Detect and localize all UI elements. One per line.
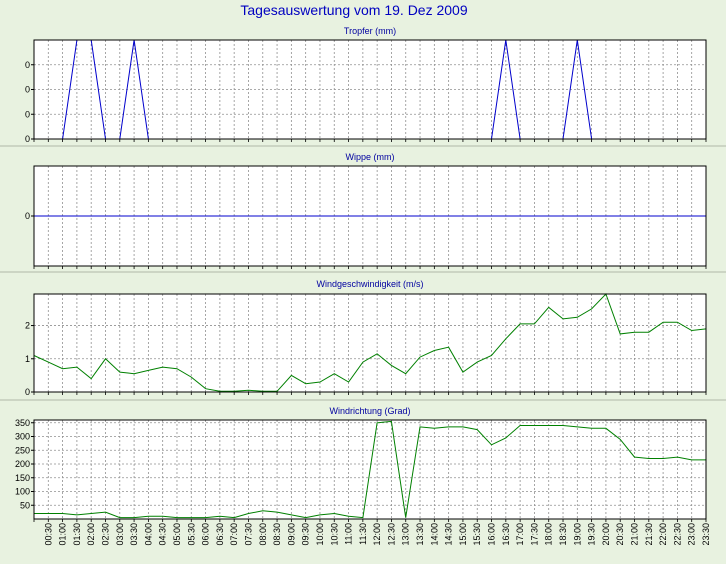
x-tick-label: 18:00 <box>544 523 554 546</box>
x-tick-label: 07:30 <box>244 523 254 546</box>
x-tick-label: 09:30 <box>301 523 311 546</box>
x-tick-label: 06:30 <box>215 523 225 546</box>
x-tick-label: 08:30 <box>272 523 282 546</box>
x-tick-label: 03:30 <box>129 523 139 546</box>
panel-title: Windrichtung (Grad) <box>329 406 410 416</box>
plot-border <box>33 293 707 393</box>
x-tick-label: 05:30 <box>186 523 196 546</box>
main-title: Tagesauswertung vom 19. Dez 2009 <box>240 2 467 18</box>
x-tick-label: 05:00 <box>172 523 182 546</box>
y-tick-label: 150 <box>15 473 30 483</box>
x-tick-label: 20:00 <box>601 523 611 546</box>
plot-area <box>34 294 706 392</box>
plot-border <box>33 165 707 267</box>
x-tick-label: 11:00 <box>344 523 354 545</box>
y-tick-label: 100 <box>15 487 30 497</box>
x-tick-label: 10:00 <box>315 523 325 546</box>
series-line <box>34 420 706 519</box>
x-tick-label: 10:30 <box>329 523 339 546</box>
x-tick-label: 19:30 <box>587 523 597 546</box>
time-axis: 00:30 01:00 01:30 02:00 02:30 03:00 03:30 04:00… <box>43 523 711 546</box>
x-tick-label: 19:00 <box>572 523 582 546</box>
x-tick-label: 16:00 <box>487 523 497 546</box>
x-tick-label: 03:00 <box>115 523 125 546</box>
x-tick-label: 18:30 <box>558 523 568 546</box>
chart-panel-3: Windgeschwindigkeit (m/s) 0 1 2 <box>0 279 726 401</box>
x-tick-label: 06:00 <box>201 523 211 546</box>
x-tick-label: 13:30 <box>415 523 425 546</box>
x-tick-label: 00:30 <box>43 523 53 546</box>
y-tick-label: 1 <box>25 354 30 364</box>
x-tick-label: 17:30 <box>529 523 539 546</box>
x-tick-label: 07:00 <box>229 523 239 546</box>
x-tick-label: 01:00 <box>58 523 68 546</box>
series-line <box>33 293 707 392</box>
x-tick-label: 08:00 <box>258 523 268 546</box>
x-tick-label: 04:30 <box>158 523 168 546</box>
y-tick-label: 50 <box>20 500 30 510</box>
x-tick-label: 09:00 <box>286 523 296 546</box>
x-tick-label: 11:30 <box>358 523 368 545</box>
x-tick-label: 16:30 <box>501 523 511 546</box>
x-tick-label: 13:00 <box>401 523 411 546</box>
x-tick-label: 14:00 <box>429 523 439 546</box>
plot-border <box>33 419 707 520</box>
x-tick-label: 15:30 <box>472 523 482 546</box>
chart-panel-2: Wippe (mm) 0 <box>0 152 726 273</box>
panel-title: Wippe (mm) <box>346 152 395 162</box>
x-tick-label: 04:00 <box>143 523 153 546</box>
x-tick-label: 21:00 <box>630 523 640 546</box>
x-tick-label: 22:30 <box>672 523 682 546</box>
y-tick-label: 0 <box>25 60 30 70</box>
x-tick-label: 21:30 <box>644 523 654 546</box>
x-tick-label: 17:00 <box>515 523 525 546</box>
panel-title: Windgeschwindigkeit (m/s) <box>316 279 423 289</box>
x-tick-label: 23:30 <box>701 523 711 546</box>
x-tick-label: 02:30 <box>101 523 111 546</box>
y-tick-label: 0 <box>25 85 30 95</box>
y-tick-label: 350 <box>15 418 30 428</box>
panel-title: Tropfer (mm) <box>344 26 396 36</box>
chart-panel-4: Windrichtung (Grad) 50 100 150 200 250 300 350 <box>15 406 707 522</box>
y-tick-label: 200 <box>15 459 30 469</box>
x-tick-label: 15:00 <box>458 523 468 546</box>
y-tick-label: 300 <box>15 432 30 442</box>
y-tick-label: 0 <box>25 134 30 144</box>
plot-border <box>33 39 707 140</box>
x-tick-label: 22:00 <box>658 523 668 546</box>
y-tick-label: 2 <box>25 321 30 331</box>
x-tick-label: 23:00 <box>687 523 697 546</box>
x-tick-label: 14:30 <box>444 523 454 546</box>
y-tick-label: 0 <box>25 211 30 221</box>
x-tick-label: 02:00 <box>86 523 96 546</box>
x-tick-label: 01:30 <box>72 523 82 546</box>
y-tick-label: 0 <box>25 387 30 397</box>
y-tick-label: 0 <box>25 109 30 119</box>
y-tick-label: 250 <box>15 445 30 455</box>
chart-panel-1: Tropfer (mm) 0 0 0 0 <box>0 26 726 147</box>
x-tick-label: 12:30 <box>386 523 396 546</box>
x-tick-label: 12:00 <box>372 523 382 546</box>
x-tick-label: 20:30 <box>615 523 625 546</box>
